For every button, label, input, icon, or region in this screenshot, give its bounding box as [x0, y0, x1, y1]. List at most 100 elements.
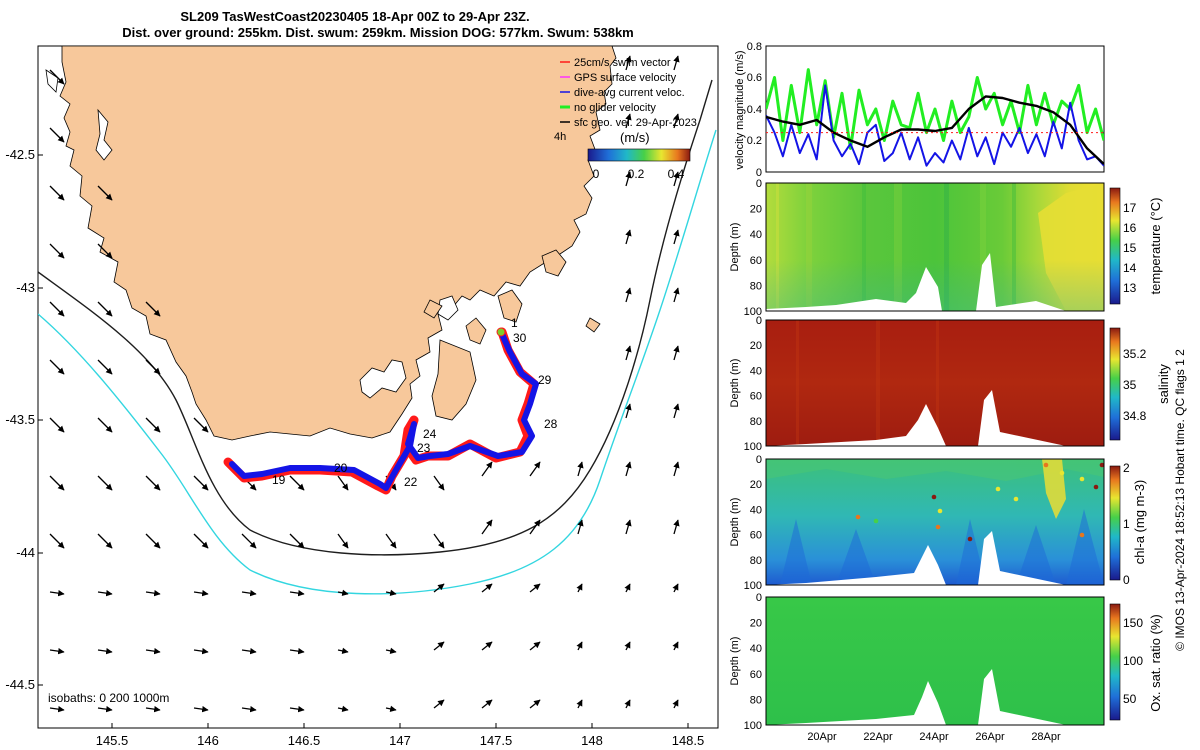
depth-tick-label: 60	[750, 391, 762, 403]
depth-axis-label: Depth (m)	[729, 359, 741, 408]
tasmania-land	[59, 46, 617, 441]
bruny-island	[431, 339, 477, 421]
oxygen-panel	[765, 596, 1105, 726]
depth-tick-label: 60	[750, 669, 762, 681]
velocity-arrow	[241, 533, 257, 549]
legend-label: dive-avg current veloc.	[574, 87, 685, 99]
velocity-arrow	[481, 699, 493, 709]
island-2	[541, 249, 567, 277]
velocity-arrow	[97, 359, 113, 375]
date-tick-label: 28Apr	[1031, 731, 1061, 743]
velocity-arrow	[673, 287, 680, 303]
colorbar-tick: 0.2	[628, 167, 645, 181]
day-label: 1	[511, 316, 518, 330]
velocity-arrow	[673, 55, 680, 71]
bathymetry-mask	[766, 390, 1066, 446]
map-panel: 1 30 29 28 24 23 22 20 19 25cm/s swim ve…	[5, 45, 719, 748]
velocity-arrow	[624, 699, 631, 709]
vel-y-tick: 0.4	[747, 104, 762, 116]
colorbar-label: chl-a (mg m-3)	[1132, 480, 1147, 565]
velocity-arrow	[193, 417, 209, 433]
velocity-arrow	[673, 345, 680, 361]
depth-tick-label: 60	[750, 530, 762, 542]
velocity-arrow	[49, 127, 65, 143]
lon-tick-label: 147.5	[480, 733, 513, 748]
colorbar-title: (m/s)	[620, 130, 650, 145]
velocity-arrow	[241, 647, 257, 655]
vel-y-tick: 0.8	[747, 41, 762, 53]
velocity-arrow	[193, 533, 209, 549]
depth-tick-label: 80	[750, 416, 762, 428]
lon-tick-label: 148.5	[672, 733, 705, 748]
channel-inlet	[359, 359, 407, 399]
lat-tick-label: -43.5	[5, 412, 35, 427]
velocity-arrow	[241, 589, 257, 597]
velocity-arrow	[625, 287, 632, 303]
velocity-arrow	[673, 403, 680, 419]
colorbar-tick: 16	[1123, 221, 1137, 235]
day-label: 20	[334, 461, 348, 475]
colorbar-side-label: 4h	[554, 131, 566, 143]
velocity-arrow	[673, 229, 680, 245]
velocity-arrow	[289, 589, 305, 597]
velocity-arrow	[49, 647, 65, 655]
velocity-arrow	[625, 519, 632, 535]
depth-axis-label: Depth (m)	[729, 223, 741, 272]
velocity-arrow	[625, 113, 632, 129]
velocity-arrow	[481, 461, 493, 477]
velocity-panel: 0 0.2 0.4 0.6 0.8 velocity magnitude (m/…	[734, 41, 1105, 179]
colorbar-tick: 2	[1123, 461, 1130, 475]
colorbar-tick: 150	[1123, 616, 1143, 630]
velocity-arrow	[337, 475, 349, 491]
day-label: 30	[513, 331, 527, 345]
lon-tick-label: 145.5	[96, 733, 129, 748]
lat-tick-label: -42.5	[5, 147, 35, 162]
lon-tick-label: 147	[389, 733, 411, 748]
velocity-arrow	[673, 171, 680, 187]
velocity-arrow	[97, 417, 113, 433]
velocity-arrow	[49, 243, 65, 259]
velocity-arrow	[577, 519, 584, 535]
colorbar-tick: 0	[593, 167, 600, 181]
velocity-arrow	[672, 641, 679, 651]
island-5	[585, 317, 601, 333]
velocity-arrow	[576, 641, 583, 651]
velocity-arrow	[49, 359, 65, 375]
surface-velocity-arrows	[49, 55, 680, 713]
velocity-arrow	[385, 705, 397, 713]
salinity-panel	[765, 319, 1105, 447]
depth-tick-label: 80	[750, 280, 762, 292]
glider-track-blue	[229, 331, 539, 491]
depth-tick-label: 20	[750, 340, 762, 352]
colorbar-tick: 0.4	[668, 167, 685, 181]
vel-y-tick: 0	[756, 167, 762, 179]
oxygen-colorbar: 150 100 50 Ox. sat. ratio (%)	[1109, 603, 1163, 721]
date-tick-label: 26Apr	[975, 731, 1005, 743]
harbour-west	[95, 108, 113, 161]
velocity-arrow	[625, 345, 632, 361]
speed-colorbar: 4h (m/s) 0 0.2 0.4	[554, 130, 691, 181]
velocity-arrow	[529, 461, 541, 477]
velocity-arrow	[433, 583, 445, 593]
velocity-arrow	[625, 229, 632, 245]
velocity-arrow	[529, 519, 541, 535]
island-3	[465, 317, 487, 345]
colorbar-tick: 13	[1123, 281, 1137, 295]
velocity-arrow	[625, 55, 632, 71]
depth-tick-label: 20	[750, 204, 762, 216]
velocity-arrow	[576, 583, 583, 593]
lon-tick-label: 148	[581, 733, 603, 748]
velocity-arrow	[337, 705, 349, 713]
island-4	[423, 299, 443, 319]
velocity-arrow	[289, 647, 305, 655]
bathymetry-mask	[766, 531, 1066, 585]
colorbar-tick: 100	[1123, 654, 1143, 668]
velocity-arrow	[145, 533, 161, 549]
isobath-1000m	[38, 129, 717, 595]
legend-label: no glider velocity	[574, 102, 656, 114]
date-tick-label: 22Apr	[863, 731, 893, 743]
velocity-arrow	[145, 705, 161, 713]
date-tick-label: 20Apr	[807, 731, 837, 743]
depth-axis-label: Depth (m)	[729, 498, 741, 547]
